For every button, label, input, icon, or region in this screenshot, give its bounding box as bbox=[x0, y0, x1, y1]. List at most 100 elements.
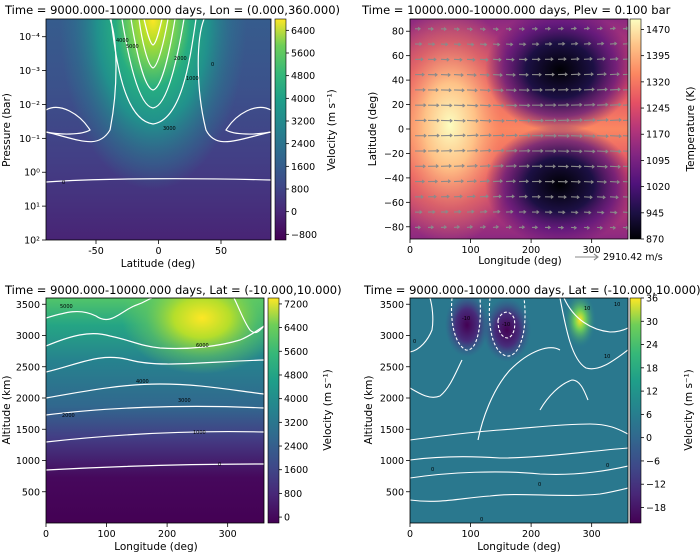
wind-arrow-head bbox=[560, 225, 565, 230]
wind-arrow-head bbox=[526, 88, 530, 93]
wind-arrow-head bbox=[436, 133, 440, 138]
colorbar-tick-label: 1245 bbox=[646, 104, 670, 115]
wind-arrow-head bbox=[500, 163, 504, 168]
wind-arrow-head bbox=[605, 134, 609, 139]
x-tick-label: 300 bbox=[583, 245, 601, 256]
panel-1-contour-label: 1000 bbox=[186, 76, 199, 82]
wind-arrow-head bbox=[488, 119, 492, 123]
wind-arrow-head bbox=[537, 57, 541, 62]
colorbar-tick-label: 2400 bbox=[284, 442, 308, 453]
wind-arrow-head bbox=[550, 57, 554, 62]
panel-1-ylabel: Pressure (bar) bbox=[1, 93, 13, 167]
wind-arrow-head bbox=[564, 179, 569, 184]
panel-4-contour-label: 0 bbox=[480, 517, 483, 523]
wind-arrow-head bbox=[435, 164, 439, 169]
wind-arrow-head bbox=[566, 102, 570, 107]
wind-arrow-head bbox=[514, 118, 518, 123]
wind-arrow-head bbox=[423, 103, 427, 108]
panel-3-colorbar-ticks: 7200 6400 5600 4800 4000 3200 2400 1600 800 0 bbox=[279, 299, 308, 524]
wind-arrow-head bbox=[456, 27, 460, 32]
wind-arrow-head bbox=[419, 210, 423, 215]
wind-arrow-head bbox=[475, 118, 479, 123]
colorbar-tick-label: 1395 bbox=[646, 51, 670, 62]
y-tick-label: 1000 bbox=[16, 456, 40, 467]
colorbar-tick-label: 7200 bbox=[284, 299, 308, 310]
wind-arrow-head bbox=[564, 72, 568, 77]
y-tick-label: −60 bbox=[384, 198, 404, 209]
x-tick-label: 0 bbox=[407, 245, 413, 256]
panel-4-colorbar-ticks: 36 30 24 18 12 6 0 −6 −12 −18 bbox=[641, 294, 666, 514]
x-tick-label: 50 bbox=[215, 246, 227, 257]
colorbar-tick-label: −12 bbox=[646, 480, 666, 491]
y-tick-label: 3500 bbox=[380, 300, 404, 311]
wind-arrow-head bbox=[422, 87, 426, 92]
wind-arrow-head bbox=[421, 179, 426, 184]
wind-arrow-head bbox=[588, 41, 592, 46]
panel-3: Time = 9000.000-10000.000 days, Lat = (-… bbox=[1, 283, 342, 553]
wind-arrow-head bbox=[605, 102, 609, 107]
y-tick-label: 3000 bbox=[380, 331, 404, 342]
panel-3-xlabel: Longitude (deg) bbox=[114, 541, 198, 553]
wind-arrow-head bbox=[579, 102, 583, 107]
wind-arrow-head bbox=[488, 103, 492, 108]
wind-arrow-head bbox=[573, 225, 578, 230]
wind-arrow-head bbox=[501, 148, 505, 153]
panel-4-contour-label: -10 bbox=[462, 316, 470, 322]
wind-arrow-head bbox=[538, 72, 542, 77]
panel-2-ylabel: Latitude (deg) bbox=[367, 92, 379, 167]
wind-arrow-head bbox=[423, 149, 427, 153]
colorbar-tick-label: 5600 bbox=[291, 49, 315, 60]
wind-arrow-head bbox=[449, 103, 453, 108]
y-tick-label: 500 bbox=[22, 487, 40, 498]
wind-arrow-head bbox=[474, 163, 478, 168]
wind-arrow-head bbox=[550, 194, 554, 199]
wind-arrow-head bbox=[508, 27, 512, 32]
wind-arrow-head bbox=[539, 88, 543, 92]
wind-arrow-head bbox=[618, 149, 622, 154]
y-tick-label: 20 bbox=[392, 100, 404, 111]
colorbar-tick-label: 18 bbox=[646, 363, 658, 374]
wind-arrow-head bbox=[461, 163, 465, 168]
wind-arrow-head bbox=[552, 87, 556, 92]
panel-4-contour-label: 10 bbox=[614, 302, 620, 308]
panel-4-xlabel: Longitude (deg) bbox=[477, 541, 561, 553]
y-tick-label: 10⁻³ bbox=[19, 66, 40, 77]
panel-3-colorbar-label: Velocity (m s⁻¹) bbox=[322, 369, 334, 451]
wind-arrow-head bbox=[462, 133, 466, 138]
colorbar-tick-label: 1600 bbox=[291, 162, 315, 173]
y-tick-label: 3500 bbox=[16, 300, 40, 311]
panel-4-contour-label: 0 bbox=[413, 339, 416, 345]
panel-3-contour-label: 6000 bbox=[196, 343, 209, 349]
colorbar-tick-label: 6400 bbox=[284, 323, 308, 334]
panel-1-contour-label: 4000 bbox=[116, 38, 129, 44]
panel-1-x-ticks: -50 0 50 bbox=[88, 240, 227, 257]
wind-arrow-head bbox=[512, 73, 516, 77]
y-tick-label: 2000 bbox=[380, 394, 404, 405]
colorbar-tick-label: 1170 bbox=[646, 130, 670, 141]
y-tick-label: −80 bbox=[384, 222, 404, 233]
panel-4: Time = 9000.000-10000.000 days, Lat = (-… bbox=[363, 283, 700, 553]
wind-arrow-head bbox=[562, 210, 566, 215]
wind-arrow-head bbox=[625, 225, 628, 230]
panel-4-contour-label: 0 bbox=[538, 482, 541, 488]
panel-4-y-ticks: 3500 3000 2500 2000 1500 1000 500 bbox=[380, 300, 410, 498]
wind-arrow-head bbox=[487, 163, 491, 168]
wind-arrow-head bbox=[590, 72, 594, 77]
panel-4-contour-label: 10 bbox=[584, 306, 590, 312]
wind-arrow-head bbox=[604, 164, 608, 169]
wind-arrow-head bbox=[445, 209, 449, 214]
colorbar-tick-label: 24 bbox=[646, 340, 658, 351]
wind-arrow-head bbox=[513, 163, 517, 168]
wind-arrow-head bbox=[514, 148, 518, 153]
y-tick-label: 10² bbox=[24, 236, 40, 247]
wind-arrow-head bbox=[576, 57, 580, 61]
wind-arrow-head bbox=[420, 57, 424, 62]
wind-arrow-head bbox=[540, 133, 544, 138]
wind-arrow-head bbox=[566, 118, 570, 123]
panel-2-quiver-key-label: 2910.42 m/s bbox=[603, 252, 663, 263]
wind-arrow-head bbox=[523, 209, 527, 214]
y-tick-label: 1000 bbox=[380, 456, 404, 467]
wind-arrow-head bbox=[510, 42, 514, 47]
wind-arrow-head bbox=[498, 194, 502, 199]
